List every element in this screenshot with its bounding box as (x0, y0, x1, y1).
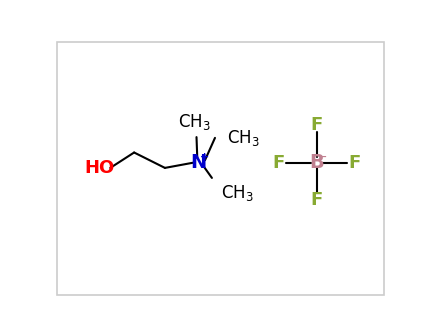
Text: HO: HO (84, 159, 115, 177)
Text: $\mathregular{CH_3}$: $\mathregular{CH_3}$ (178, 112, 211, 132)
Text: $\mathregular{CH_3}$: $\mathregular{CH_3}$ (227, 128, 260, 148)
Text: $\mathregular{CH_3}$: $\mathregular{CH_3}$ (221, 183, 254, 203)
Text: +: + (200, 152, 209, 162)
Text: F: F (310, 116, 323, 134)
Text: B: B (309, 153, 324, 172)
Text: N: N (190, 153, 207, 172)
Text: −: − (318, 152, 328, 162)
Text: F: F (348, 154, 360, 172)
Text: F: F (273, 154, 285, 172)
Text: F: F (310, 191, 323, 209)
